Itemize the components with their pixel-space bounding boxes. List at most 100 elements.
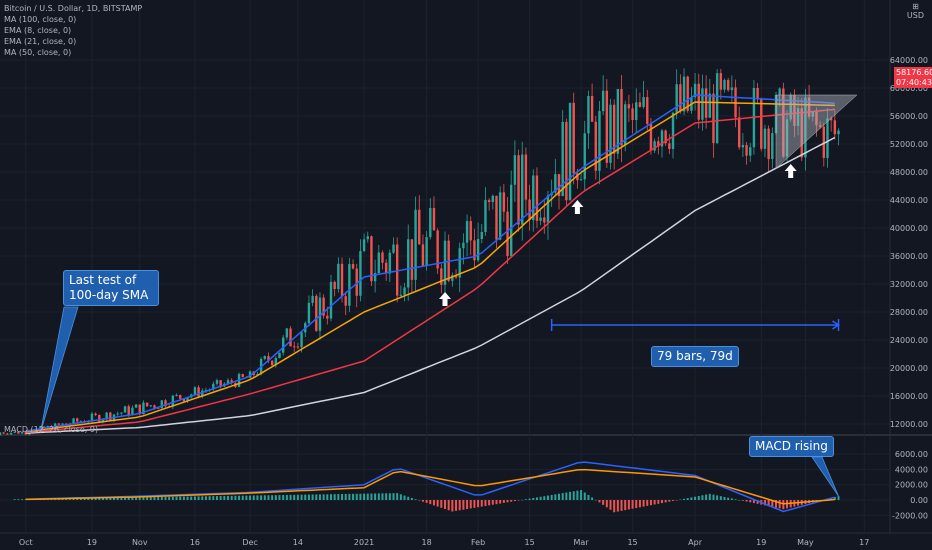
- candle-body: [649, 123, 653, 151]
- macd-histogram-bar: [627, 500, 630, 510]
- candle-body: [546, 195, 550, 223]
- macd-histogram-bar: [550, 494, 553, 500]
- candle-body: [79, 421, 83, 423]
- candle-body: [818, 125, 822, 127]
- y-tick-label: 52000.00: [890, 140, 928, 149]
- macd-histogram-bar: [616, 500, 619, 512]
- x-tick-label: Feb: [471, 538, 485, 547]
- candle-body: [664, 130, 667, 144]
- candle-body: [782, 88, 785, 157]
- candle-body: [495, 195, 498, 240]
- candle-body: [395, 244, 399, 296]
- macd-histogram-bar: [646, 500, 649, 506]
- candle-body: [767, 128, 770, 160]
- candle-body: [94, 413, 97, 416]
- candle-body: [333, 281, 336, 290]
- candle-body: [219, 380, 222, 387]
- macd-histogram-bar: [716, 495, 719, 500]
- macd-histogram-bar: [466, 500, 469, 510]
- candle-body: [418, 209, 421, 245]
- macd-histogram-bar: [598, 500, 601, 503]
- macd-histogram-bar: [745, 500, 748, 502]
- candle-body: [149, 405, 152, 407]
- x-tick-label: 15: [524, 538, 534, 547]
- x-tick-label: 17: [859, 538, 869, 547]
- candle-body: [458, 248, 461, 278]
- macd-histogram-bar: [546, 495, 549, 500]
- macd-histogram-bar: [116, 497, 119, 500]
- candle-body: [631, 108, 634, 121]
- candle-body: [72, 418, 75, 424]
- macd-histogram-bar: [719, 496, 722, 500]
- candle-body: [388, 252, 392, 274]
- macd-histogram-bar: [620, 500, 623, 511]
- candle-body: [480, 231, 483, 239]
- macd-histogram-bar: [528, 498, 531, 500]
- x-tick-label: 16: [190, 538, 200, 547]
- macd-histogram-bar: [142, 497, 145, 500]
- candle-body: [285, 328, 289, 338]
- x-tick-label: 2021: [354, 538, 374, 547]
- candle-body: [576, 173, 579, 181]
- macd-histogram-bar: [741, 500, 744, 501]
- candle-body: [344, 296, 347, 306]
- candle-body: [620, 88, 623, 146]
- candle-body: [693, 83, 697, 98]
- macd-histogram-bar: [451, 500, 454, 512]
- callout-last-test-line2: 100-day SMA: [69, 288, 149, 302]
- macd-histogram-bar: [583, 492, 586, 500]
- candle-body: [715, 73, 719, 144]
- candle-body: [491, 195, 495, 203]
- macd-histogram-bar: [87, 498, 90, 500]
- macd-histogram-bar: [591, 497, 594, 500]
- callout-last-test-pointer: [40, 306, 79, 433]
- candle-body: [138, 404, 141, 415]
- macd-histogram-bar: [410, 498, 413, 500]
- candle-body: [429, 208, 432, 238]
- macd-histogram-bar: [524, 499, 527, 500]
- macd-histogram-bar: [260, 495, 263, 500]
- x-tick-label: Apr: [688, 538, 703, 547]
- candle-body: [351, 264, 355, 269]
- macd-histogram-bar: [418, 500, 421, 501]
- candle-body: [76, 418, 79, 422]
- macd-histogram-bar: [484, 500, 487, 506]
- macd-histogram-bar: [833, 497, 836, 500]
- macd-histogram-bar: [403, 495, 406, 500]
- candle-body: [605, 90, 609, 163]
- candle-body: [561, 121, 564, 197]
- candle-body: [726, 79, 730, 91]
- settings-icon[interactable]: ⊞: [912, 2, 919, 11]
- macd-histogram-bar: [594, 499, 597, 501]
- macd-histogram-bar: [477, 500, 480, 508]
- macd-histogram-bar: [694, 496, 697, 500]
- callout-macd-pointer: [811, 456, 839, 497]
- macd-histogram-bar: [289, 494, 292, 500]
- candle-body: [800, 108, 803, 158]
- countdown-tag: 07:40:43: [894, 77, 932, 88]
- candle-body: [778, 88, 781, 96]
- macd-histogram-bar: [558, 493, 561, 500]
- candle-body: [646, 97, 649, 124]
- candle-body: [708, 93, 711, 118]
- candle-body: [476, 238, 480, 261]
- candle-body: [451, 275, 454, 281]
- y-tick-label: 12000.00: [890, 420, 928, 429]
- candle-body: [127, 406, 130, 416]
- macd-histogram-bar: [399, 494, 402, 500]
- macd-histogram-bar: [749, 500, 752, 503]
- macd-histogram-bar: [90, 498, 93, 500]
- macd-histogram-bar: [352, 493, 355, 500]
- macd-histogram-bar: [580, 490, 583, 500]
- candle-body: [517, 155, 520, 225]
- y-tick-label: 60000.00: [890, 84, 928, 93]
- y-tick-label: 36000.00: [890, 252, 928, 261]
- macd-histogram-bar: [304, 494, 307, 500]
- macd-histogram-bar: [160, 496, 163, 500]
- candle-body: [42, 426, 46, 429]
- macd-histogram-bar: [223, 495, 226, 500]
- macd-histogram-bar: [83, 498, 86, 500]
- candle-body: [175, 394, 178, 396]
- macd-histogram-bar: [101, 497, 104, 500]
- candle-body: [392, 244, 395, 253]
